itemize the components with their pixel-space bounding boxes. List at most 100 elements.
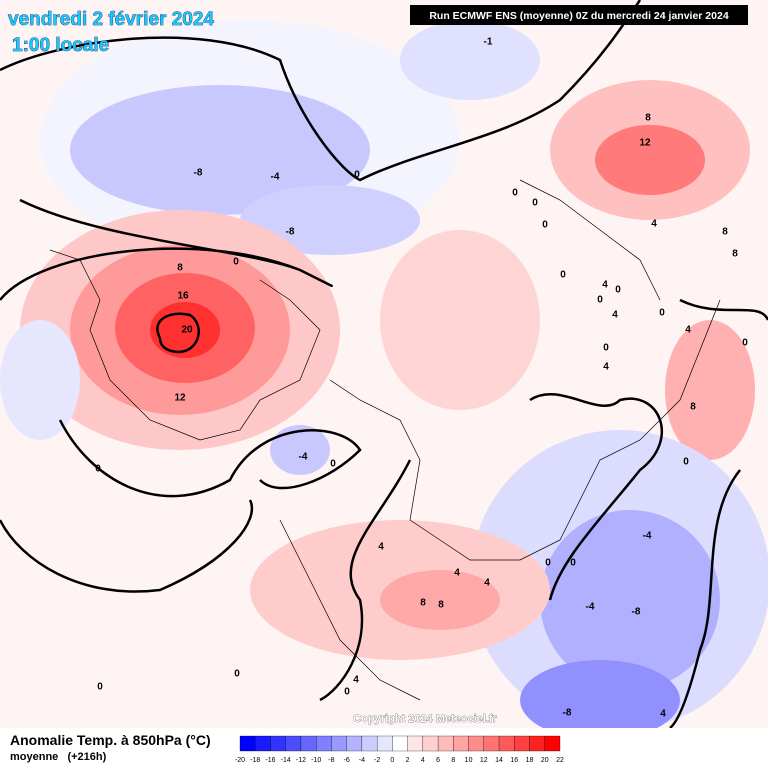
contour-label: -1 <box>484 37 493 48</box>
contour-label: -8 <box>286 227 295 238</box>
contour-label: 0 <box>560 270 566 281</box>
colorbar-tick-label: 2 <box>406 757 410 764</box>
colorbar-tick-label: -18 <box>250 757 260 764</box>
colorbar-cell <box>239 735 256 752</box>
contour-label: 0 <box>354 170 360 181</box>
colorbar-tick-label: -10 <box>311 757 321 764</box>
contour-label: -4 <box>643 531 652 542</box>
contour-label: 4 <box>602 280 608 291</box>
colorbar-tick-label: 16 <box>510 757 518 764</box>
contour-label: 0 <box>330 459 336 470</box>
colorbar-tick-label: 0 <box>390 757 394 764</box>
contour-label: 0 <box>97 682 103 693</box>
local-time: 1:00 locale <box>12 35 109 56</box>
legend-subtitle: moyenne (+216h) <box>10 751 107 763</box>
contour-label: 0 <box>683 457 689 468</box>
contour-label: 4 <box>603 362 609 373</box>
contour-label: 0 <box>233 257 239 268</box>
forecast-date: vendredi 2 février 2024 <box>8 9 214 30</box>
contour-label: -8 <box>563 708 572 719</box>
contour-label: 0 <box>542 220 548 231</box>
contour-label: 8 <box>722 227 728 238</box>
colorbar-tick-label: 10 <box>465 757 473 764</box>
contour-label: -4 <box>271 172 280 183</box>
header: vendredi 2 février 2024 1:00 locale Run … <box>8 5 748 56</box>
colorbar-cell <box>376 735 393 752</box>
contour-label: -4 <box>299 452 308 463</box>
colorbar-cell <box>483 735 500 752</box>
colorbar-cell <box>529 735 545 752</box>
contour-label: 0 <box>597 295 603 306</box>
colorbar-tick-label: -16 <box>265 757 275 764</box>
colorbar-cell <box>437 735 454 752</box>
contour-label: 0 <box>659 308 665 319</box>
contour-label: 20 <box>181 325 193 336</box>
legend-title: Anomalie Temp. à 850hPa (°C) <box>10 732 211 748</box>
contour-label: 0 <box>532 198 538 209</box>
contour-label: 12 <box>174 393 186 404</box>
contour-label: 8 <box>420 598 426 609</box>
contour-label: 0 <box>615 285 621 296</box>
colorbar-cell <box>498 735 515 752</box>
colorbar-tick-label: 4 <box>421 757 425 764</box>
colorbar-cell <box>422 735 439 752</box>
colorbar-tick-label: 12 <box>480 757 488 764</box>
colorbar-tick-label: 18 <box>526 757 534 764</box>
colorbar-tick-label: -2 <box>374 757 380 764</box>
contour-label: 8 <box>645 113 651 124</box>
colorbar-cell <box>300 735 317 752</box>
contour-label: 8 <box>177 263 183 274</box>
contour-label: 4 <box>612 310 618 321</box>
contour-label: 0 <box>95 464 101 475</box>
colorbar-cell <box>346 735 363 752</box>
colorbar-cell <box>392 735 408 752</box>
colorbar-cell <box>255 735 271 752</box>
colorbar-tick-label: 6 <box>436 757 440 764</box>
contour-label: -8 <box>194 168 203 179</box>
contour-label: 16 <box>177 291 189 302</box>
contour-label: 4 <box>484 578 490 589</box>
colorbar-cell <box>544 735 561 752</box>
colorbar-tick-label: -12 <box>296 757 306 764</box>
colorbar-cell <box>285 735 302 752</box>
contour-label: -4 <box>586 602 595 613</box>
run-info: Run ECMWF ENS (moyenne) 0Z du mercredi 2… <box>429 10 728 22</box>
colorbar-cell <box>331 735 347 752</box>
contour-label: 4 <box>454 568 460 579</box>
copyright: Copyright 2024 Meteociel.fr <box>353 713 497 725</box>
contour-label: 0 <box>234 669 240 680</box>
contour-label: 0 <box>742 338 748 349</box>
colorbar-cell <box>453 735 469 752</box>
colorbar-cell <box>270 735 286 752</box>
colorbar: -20 -18 -16 -14 -12 -10 -8 -6 -4 -2 0 2 4 6 8 10 12 14 16 1… <box>235 735 564 764</box>
colorbar-cell <box>407 735 424 752</box>
colorbar-tick-label: -6 <box>344 757 350 764</box>
colorbar-tick-label: -14 <box>281 757 291 764</box>
colorbar-tick-label: -8 <box>328 757 334 764</box>
contour-label: 8 <box>732 249 738 260</box>
contour-label: -8 <box>632 607 641 618</box>
contour-label: 4 <box>660 709 666 720</box>
colorbar-tick-label: 8 <box>451 757 455 764</box>
colorbar-tick-label: -20 <box>235 757 245 764</box>
colorbar-cell <box>468 735 484 752</box>
contour-label: 8 <box>438 600 444 611</box>
contour-label: 4 <box>353 675 359 686</box>
run-box <box>410 5 748 25</box>
colorbar-tick-label: 22 <box>556 757 564 764</box>
anomaly-fields <box>0 20 768 740</box>
contour-label: 0 <box>570 558 576 569</box>
colorbar-tick-label: -4 <box>359 757 365 764</box>
colorbar-tick-label: 14 <box>495 757 503 764</box>
contour-label: 12 <box>639 138 651 149</box>
colorbar-tick-label: 20 <box>541 757 549 764</box>
contour-label: 0 <box>545 558 551 569</box>
colorbar-cell <box>361 735 378 752</box>
coastlines <box>49 179 721 701</box>
contour-label: 0 <box>344 687 350 698</box>
contour-label: 4 <box>685 325 691 336</box>
contour-label: 8 <box>690 402 696 413</box>
colorbar-cell <box>514 735 530 752</box>
